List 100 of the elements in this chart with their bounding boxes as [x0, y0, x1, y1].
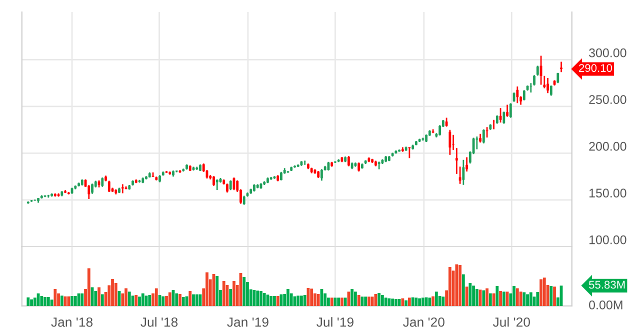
bar: [195, 294, 198, 306]
bar: [374, 294, 378, 306]
bar: [165, 296, 168, 306]
bar: [350, 288, 354, 306]
bar: [337, 298, 340, 306]
bar: [80, 293, 84, 306]
annotation: 290.10: [579, 64, 612, 72]
bar: [488, 293, 492, 306]
bar: [522, 292, 526, 306]
bar: [499, 290, 502, 306]
bar: [391, 298, 394, 306]
bar: [216, 276, 219, 306]
bar: [87, 268, 90, 306]
bar: [384, 298, 388, 306]
bar: [324, 293, 327, 306]
bar: [290, 293, 293, 306]
bar: [182, 296, 185, 306]
bar: [303, 294, 306, 306]
bar: [340, 298, 344, 306]
bar: [67, 296, 70, 306]
bar: [496, 286, 499, 306]
bar: [175, 293, 178, 306]
bar: [482, 290, 486, 306]
bar: [368, 296, 370, 306]
bar: [46, 296, 50, 306]
bar: [378, 292, 381, 306]
bar: [434, 292, 438, 306]
bar: [276, 296, 280, 306]
bar: [256, 290, 260, 306]
bar: [44, 296, 46, 306]
bar: [553, 286, 556, 306]
y-tick-label: 200.00: [589, 142, 626, 151]
bar: [40, 296, 44, 306]
bar: [357, 294, 360, 306]
bar: [310, 288, 314, 306]
bar: [512, 286, 516, 306]
bar: [414, 298, 418, 306]
y-tick-label: 150.00: [589, 188, 626, 198]
bar: [428, 298, 432, 306]
bar: [418, 298, 421, 306]
bar: [94, 290, 98, 306]
bar: [542, 278, 546, 306]
bar: [516, 288, 519, 306]
bar: [124, 288, 128, 306]
bar: [111, 278, 114, 306]
bar: [394, 298, 398, 306]
bar: [206, 272, 208, 306]
bar: [74, 296, 77, 306]
bar: [33, 298, 36, 306]
bar: [408, 298, 411, 306]
bar: [54, 288, 57, 306]
bar: [262, 292, 266, 306]
bar: [316, 294, 320, 306]
bar: [455, 264, 458, 306]
bar: [550, 286, 553, 306]
bar: [526, 294, 529, 306]
bar: [442, 296, 445, 306]
bar: [138, 296, 141, 306]
bar: [398, 298, 401, 306]
bar: [168, 292, 172, 306]
y-tick-label: 100.00: [589, 235, 626, 244]
bar: [100, 294, 104, 306]
bar: [462, 274, 465, 306]
bar: [30, 299, 33, 306]
bar: [141, 293, 144, 306]
bar: [370, 296, 374, 306]
bar: [242, 276, 246, 306]
bar: [327, 298, 330, 306]
bar: [468, 282, 472, 306]
x-tick-label: Jan '18: [51, 317, 93, 327]
bar: [178, 294, 182, 306]
bar: [411, 297, 414, 306]
bar: [286, 288, 290, 306]
y-tick-label: 250.00: [589, 95, 626, 104]
bar: [380, 294, 384, 306]
bar: [432, 296, 434, 306]
bar: [188, 290, 192, 306]
bar: [401, 298, 404, 306]
bar: [458, 264, 462, 306]
bar: [229, 288, 232, 306]
bar: [529, 292, 532, 306]
bar: [134, 294, 138, 306]
bar: [388, 298, 391, 306]
bar: [270, 296, 273, 306]
bar: [540, 279, 542, 306]
bar: [296, 296, 300, 306]
bar: [502, 292, 506, 306]
bar: [330, 298, 334, 306]
x-tick-label: Jul '20: [492, 317, 530, 327]
bar: [486, 288, 488, 306]
bar: [448, 266, 452, 306]
bar: [472, 286, 475, 306]
bar: [98, 287, 100, 306]
y-tick-label: 300.00: [589, 48, 626, 58]
bar: [344, 298, 347, 306]
y-tick-label: 55.83M: [588, 280, 625, 289]
bar: [57, 293, 60, 306]
bar: [424, 297, 428, 306]
bar: [536, 292, 540, 306]
bar: [354, 292, 357, 306]
